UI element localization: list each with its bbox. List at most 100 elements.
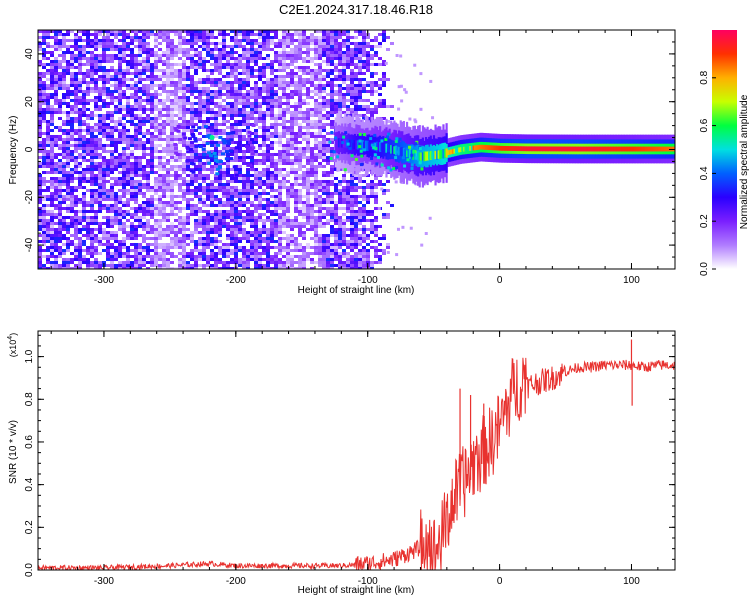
heatmap-cell <box>254 48 258 51</box>
heatmap-cell <box>254 141 258 144</box>
heatmap-cell <box>230 198 234 201</box>
heatmap-cell <box>62 45 66 48</box>
heatmap-cell <box>154 150 158 153</box>
heatmap-cell <box>190 102 194 105</box>
heatmap-cell <box>54 246 58 249</box>
heatmap-cell <box>242 261 246 264</box>
heatmap-cell <box>338 63 342 66</box>
heatmap-cell <box>66 204 70 207</box>
heatmap-cell <box>294 204 298 207</box>
heatmap-cell <box>278 150 282 153</box>
heatmap-cell <box>170 114 174 117</box>
heatmap-cell <box>58 129 62 132</box>
heatmap-cell <box>94 72 98 75</box>
heatmap-cell <box>254 255 258 258</box>
heatmap-cells <box>38 30 675 269</box>
heatmap-cell <box>226 54 230 57</box>
heatmap-cell <box>126 189 130 192</box>
heatmap-cell <box>70 189 74 192</box>
heatmap-cell <box>70 75 74 78</box>
heatmap-cell <box>82 150 86 153</box>
heatmap-cell <box>58 252 62 255</box>
heatmap-cell <box>94 102 98 105</box>
heatmap-cell <box>94 201 98 204</box>
heatmap-cell <box>106 246 110 249</box>
heatmap-cell <box>234 102 238 105</box>
heatmap-cell <box>90 201 94 204</box>
heatmap-cell <box>354 57 358 60</box>
heatmap-cell <box>194 129 198 132</box>
heatmap-cell <box>274 102 278 105</box>
heatmap-cell <box>70 78 74 81</box>
heatmap-cell <box>54 213 58 216</box>
heatmap-cell <box>294 174 298 177</box>
heatmap-cell <box>110 66 114 69</box>
heatmap-cell <box>266 171 270 174</box>
heatmap-cell <box>274 240 278 243</box>
heatmap-cell <box>346 48 350 51</box>
heatmap-cell <box>350 180 354 183</box>
heatmap-cell <box>130 162 134 165</box>
heatmap-cell <box>222 114 226 117</box>
heatmap-cell <box>198 207 202 210</box>
heatmap-cell <box>290 264 294 267</box>
heatmap-cell <box>322 75 326 78</box>
heatmap-cell <box>86 60 90 63</box>
heatmap-cell <box>194 258 198 261</box>
heatmap-cell <box>106 30 110 33</box>
heatmap-cell <box>190 255 194 258</box>
heatmap-cell <box>254 96 258 99</box>
heatmap-cell <box>206 222 210 225</box>
heatmap-cell <box>266 147 270 150</box>
heatmap-cell <box>58 228 62 231</box>
heatmap-cell <box>122 30 126 33</box>
heatmap-cell <box>294 195 298 198</box>
heatmap-cell <box>58 126 62 129</box>
heatmap-cell <box>186 30 190 33</box>
heatmap-cell <box>118 87 122 90</box>
heatmap-cell <box>134 126 138 129</box>
heatmap-cell <box>194 249 198 252</box>
heatmap-cell <box>218 72 222 75</box>
heatmap-cell <box>290 60 294 63</box>
heatmap-cell <box>346 63 350 66</box>
heatmap-cell <box>54 177 58 180</box>
heatmap-cell <box>318 213 322 216</box>
heatmap-cell <box>258 192 262 195</box>
heatmap-cell <box>306 204 310 207</box>
heatmap-cell <box>246 231 250 234</box>
heatmap-cell <box>170 144 174 147</box>
heatmap-cell <box>250 144 254 147</box>
heatmap-cell <box>62 129 66 132</box>
heatmap-cell <box>110 39 114 42</box>
heatmap-cell <box>186 87 190 90</box>
heatmap-cell <box>330 69 334 72</box>
heatmap-cell <box>50 156 54 159</box>
heatmap-cell <box>338 60 342 63</box>
heatmap-cell <box>194 147 198 150</box>
heatmap-cell <box>162 186 166 189</box>
heatmap-cell <box>62 153 66 156</box>
heatmap-cell <box>354 105 358 108</box>
heatmap-cell <box>102 216 106 219</box>
heatmap-cell <box>86 72 90 75</box>
heatmap-cell <box>354 72 358 75</box>
heatmap-cell <box>102 48 106 51</box>
heatmap-cell <box>170 180 174 183</box>
heatmap-cell <box>86 228 90 231</box>
heatmap-cell <box>350 102 354 105</box>
heatmap-cell <box>354 63 358 66</box>
heatmap-cell <box>298 126 302 129</box>
heatmap-cell <box>54 141 58 144</box>
heatmap-cell <box>58 222 62 225</box>
heatmap-cell <box>142 171 146 174</box>
heatmap-cell <box>258 108 262 111</box>
heatmap-cell <box>158 243 162 246</box>
heatmap-cell <box>234 111 238 114</box>
heatmap-cell <box>278 171 282 174</box>
heatmap-cell <box>262 237 266 240</box>
heatmap-cell <box>130 66 134 69</box>
heatmap-cell <box>50 195 54 198</box>
heatmap-cell <box>134 210 138 213</box>
heatmap-cell <box>54 93 58 96</box>
